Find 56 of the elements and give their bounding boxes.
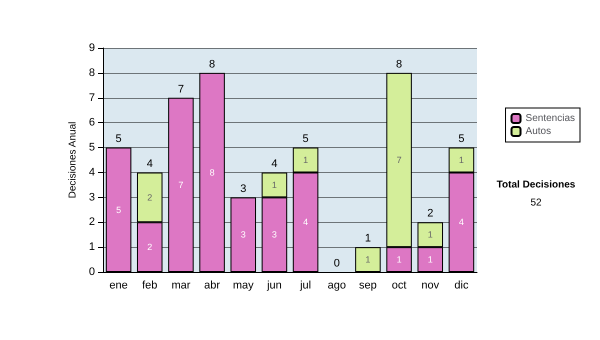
text: 52 [530, 198, 542, 208]
y-tick-label: 4 [88, 166, 95, 178]
x-tick-label: may [232, 280, 254, 292]
total-label: 1 [364, 232, 371, 245]
x-tick-label: jun [266, 280, 282, 292]
x-tick-label: jul [299, 280, 312, 292]
x-tick-label: sep [359, 280, 377, 292]
text: Total Decisiones [496, 180, 576, 190]
legend-label: Sentencias [526, 113, 576, 124]
total-label: 0 [334, 258, 340, 270]
total-label: 7 [178, 83, 184, 96]
x-tick-label: abr [204, 280, 220, 292]
y-tick-label: 8 [88, 66, 95, 79]
y-tick-label: 6 [88, 116, 95, 129]
y-tick-label: 1 [88, 241, 95, 254]
y-tick-label: 2 [88, 216, 95, 228]
x-tick-label: ago [328, 280, 346, 292]
data-label: 3 [272, 230, 277, 240]
total-label: 5 [302, 133, 309, 146]
x-tick-label: dic [454, 280, 469, 292]
x-tick-label: mar [171, 280, 191, 292]
x-tick-label: oct [392, 280, 406, 292]
total-label: 5 [458, 133, 464, 146]
y-tick-label: 5 [88, 142, 95, 154]
data-label: 1 [428, 230, 433, 240]
data-label: 1 [458, 155, 464, 165]
data-label: 4 [458, 217, 464, 228]
x-tick-label: ene [109, 280, 128, 292]
x-tick-label: nov [421, 280, 440, 292]
data-label: 7 [396, 155, 402, 165]
data-label: 2 [147, 242, 152, 252]
data-label: 1 [365, 254, 370, 265]
total-label: 8 [209, 58, 216, 70]
x-tick-label: feb [142, 280, 158, 292]
y-tick-label: 3 [88, 191, 95, 204]
total-label: 2 [427, 208, 434, 220]
total-label: 5 [116, 133, 122, 146]
total-label: 8 [396, 58, 402, 70]
y-axis-title: Decisiones Anual [67, 122, 78, 198]
data-label: 3 [240, 230, 246, 240]
y-tick-label: 0 [88, 266, 95, 278]
data-label: 1 [272, 180, 277, 190]
total-label: 4 [271, 158, 278, 170]
total-label: 4 [146, 158, 153, 170]
data-label: 7 [178, 180, 184, 190]
y-tick-label: 7 [88, 92, 95, 104]
data-label: 4 [303, 217, 308, 228]
data-label: 5 [116, 204, 122, 215]
y-tick-label: 9 [88, 42, 95, 54]
total-label: 3 [240, 182, 246, 195]
data-label: 1 [303, 155, 308, 165]
data-label: 1 [396, 254, 402, 265]
data-label: 2 [147, 192, 152, 202]
data-label: 1 [428, 254, 433, 265]
data-label: 8 [210, 167, 215, 178]
legend-label: Autos [526, 126, 552, 137]
